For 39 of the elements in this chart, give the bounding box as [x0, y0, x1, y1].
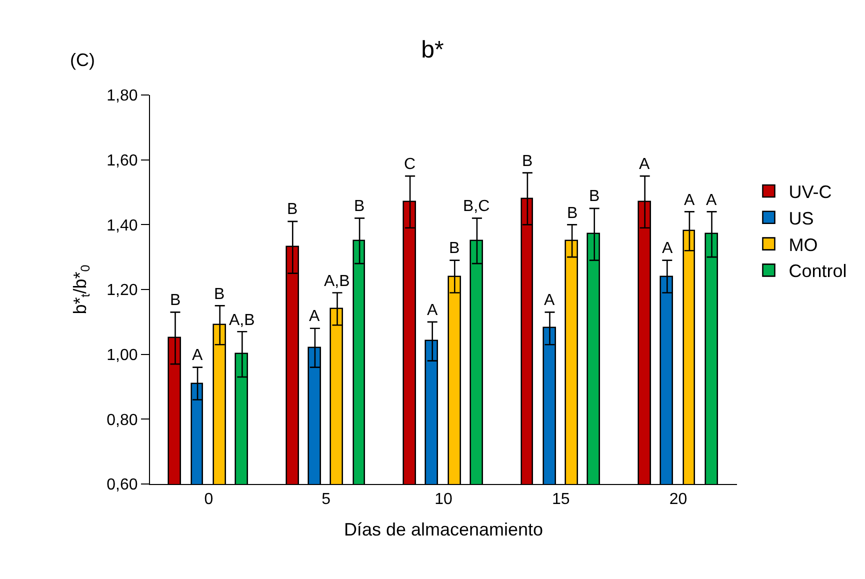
data-label: A — [192, 347, 203, 364]
y-tick-label: 1,60 — [106, 152, 138, 170]
data-label: A,B — [324, 273, 350, 290]
chart-title: b* — [421, 36, 444, 64]
data-label: B — [214, 286, 225, 303]
data-label: C — [404, 156, 416, 173]
data-label: B — [354, 198, 365, 215]
y-tick-label: 1,00 — [106, 346, 138, 364]
data-label: A — [639, 156, 650, 173]
x-tick-label: 15 — [552, 491, 570, 508]
legend-label: US — [788, 208, 814, 228]
data-label: A,B — [229, 312, 255, 329]
legend-label: MO — [788, 234, 818, 255]
data-label: B — [522, 153, 533, 170]
legend-label: UV-C — [788, 182, 832, 202]
text: (C) — [70, 50, 95, 70]
data-label: A — [544, 292, 555, 309]
data-label: A — [706, 192, 717, 209]
data-label: A — [427, 302, 438, 319]
data-label: A — [309, 308, 320, 325]
x-tick-label: 0 — [204, 491, 214, 508]
data-label: A — [662, 240, 673, 257]
data-label: B,C — [463, 198, 490, 215]
x-axis-title: Días de almacenamiento — [344, 519, 544, 540]
x-tick-label: 5 — [322, 491, 331, 508]
legend-label: Control — [788, 261, 847, 282]
y-tick-label: 0,80 — [106, 412, 138, 429]
data-label: B — [589, 188, 600, 205]
data-label: B — [287, 201, 298, 218]
x-tick-label: 10 — [434, 491, 452, 508]
data-label: B — [567, 205, 578, 222]
y-tick-label: 1,20 — [106, 282, 138, 300]
data-label: A — [684, 192, 695, 209]
y-tick-label: 1,40 — [106, 217, 138, 234]
data-label: B — [449, 240, 460, 257]
y-tick-label: 0,60 — [106, 476, 138, 494]
data-label: B — [170, 292, 181, 309]
x-tick-label: 20 — [669, 491, 688, 508]
y-tick-label: 1,80 — [106, 88, 138, 105]
